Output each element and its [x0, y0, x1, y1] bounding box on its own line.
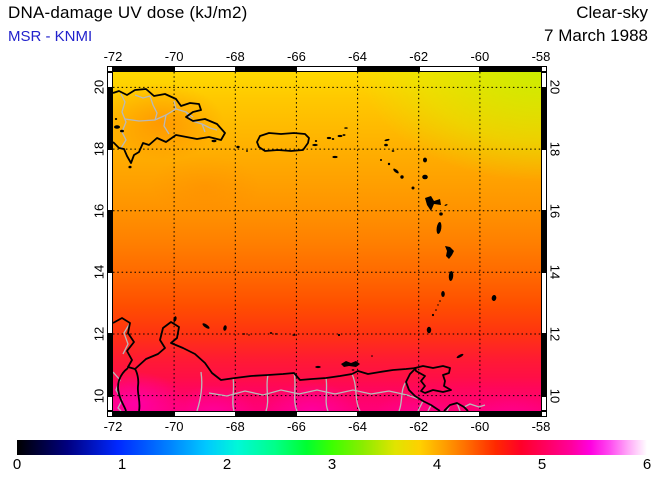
frame-segment-left: [107, 210, 113, 273]
lat-tick-label-left: 14: [91, 265, 107, 280]
lon-tick-label-bottom: -68: [225, 419, 245, 434]
coastline-puerto-rico: [256, 132, 310, 152]
lon-tick-label-top: -58: [531, 49, 551, 64]
frame-segment-top: [235, 66, 297, 72]
lat-tick-label-left: 10: [91, 388, 107, 403]
lon-tick-label-bottom: -58: [531, 419, 551, 434]
condition-label: Clear-sky: [576, 3, 648, 22]
frame-corner-notch: [541, 411, 547, 417]
lon-tick-label-bottom: -66: [287, 419, 306, 434]
date-label: 7 March 1988: [544, 26, 648, 45]
grid-lines: [113, 72, 541, 411]
colorbar-tick-label: 4: [432, 456, 442, 473]
map-field: [113, 72, 541, 411]
lon-tick-label-top: -72: [103, 49, 123, 64]
lon-tick-label-bottom: -60: [470, 419, 490, 434]
frame-segment-right: [541, 333, 547, 397]
colorbar-tick-label: 1: [117, 456, 127, 473]
lat-tick-label-right: 12: [547, 326, 563, 342]
lon-tick-label-top: -66: [287, 49, 306, 64]
frame-segment-left: [107, 395, 113, 412]
source-label: MSR - KNMI: [8, 28, 93, 45]
frame-corner-notch: [541, 66, 547, 72]
frame-segment-bottom: [235, 411, 297, 417]
lat-tick-label-right: 18: [547, 141, 563, 157]
lon-tick-label-bottom: -72: [103, 419, 123, 434]
frame-segment-bottom: [479, 411, 542, 417]
frame-segment-right: [541, 210, 547, 273]
frame-segment-right: [541, 272, 547, 335]
lon-tick-label-top: -70: [164, 49, 184, 64]
frame-segment-bottom: [174, 411, 236, 417]
rivers-venezuela: [113, 322, 486, 411]
lake-maracaibo: [117, 367, 141, 411]
frame-segment-left: [107, 333, 113, 397]
lon-tick-label-top: -62: [409, 49, 429, 64]
frame-segment-left: [107, 87, 113, 150]
frame-segment-top: [113, 66, 175, 72]
colorbar-tick-label: 5: [537, 456, 547, 473]
lat-tick-label-left: 18: [91, 141, 107, 157]
coastline-hispaniola: [113, 88, 226, 164]
islands-lesser-antilles: [173, 138, 497, 371]
page-title: DNA-damage UV dose (kJ/m2): [8, 3, 248, 22]
colorbar-tick-label: 3: [327, 456, 337, 473]
coastlines-overlay: [113, 72, 541, 411]
frame-segment-bottom: [418, 411, 481, 417]
frame-segment-bottom: [113, 411, 175, 417]
lon-tick-label-top: -60: [470, 49, 490, 64]
lat-tick-label-left: 20: [91, 80, 107, 95]
colorbar-gradient: [17, 440, 647, 455]
lat-tick-label-right: 10: [547, 388, 563, 403]
frame-corner-notch: [107, 66, 113, 72]
lon-tick-label-top: -64: [348, 49, 367, 64]
coastline-trinidad: [414, 365, 452, 394]
frame-segment-bottom: [296, 411, 359, 417]
lat-tick-label-right: 16: [547, 203, 563, 218]
lat-tick-label-right: 20: [547, 80, 563, 95]
frame-segment-top: [357, 66, 420, 72]
lon-tick-label-bottom: -70: [164, 419, 184, 434]
lat-tick-label-left: 16: [91, 203, 107, 218]
frame-segment-top: [479, 66, 542, 72]
lon-tick-label-bottom: -62: [409, 419, 429, 434]
lon-tick-label-top: -68: [225, 49, 245, 64]
frame-segment-left: [107, 272, 113, 335]
frame-segment-right: [541, 87, 547, 150]
frame-segment-top: [296, 66, 359, 72]
frame-segment-top: [418, 66, 481, 72]
lat-tick-label-right: 14: [547, 265, 563, 280]
lat-tick-label-left: 12: [91, 326, 107, 342]
frame-segment-right: [541, 149, 547, 212]
frame-segment-right: [541, 395, 547, 412]
colorbar-tick-label: 2: [222, 456, 232, 473]
frame-segment-right: [541, 72, 547, 88]
frame-corner-notch: [107, 411, 113, 417]
frame-segment-left: [107, 72, 113, 88]
lon-tick-label-bottom: -64: [348, 419, 367, 434]
frame-segment-left: [107, 149, 113, 212]
frame-segment-top: [174, 66, 236, 72]
rivers-hispaniola: [120, 93, 218, 149]
coastline-venezuela: [113, 317, 469, 411]
colorbar-tick-label: 0: [12, 456, 22, 473]
islands-small: [114, 118, 348, 169]
colorbar-tick-label: 6: [642, 456, 652, 473]
frame-segment-bottom: [357, 411, 420, 417]
